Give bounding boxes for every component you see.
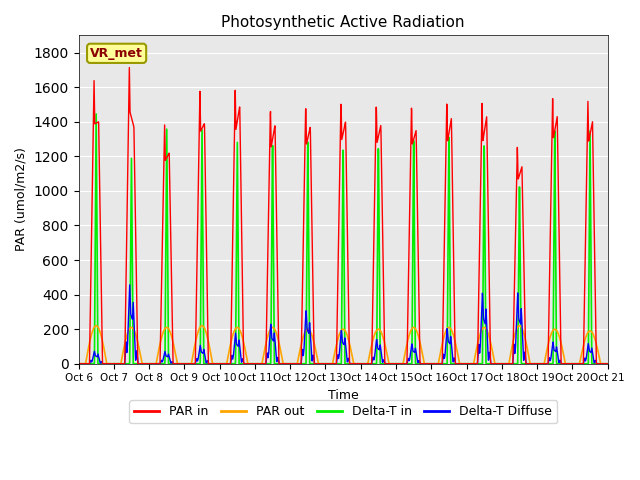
PAR in [166, 219, 174, 225]
PAR in [125, 65, 133, 71]
Line: PAR in: PAR in [79, 68, 608, 364]
PAR out [301, 330, 308, 336]
Title: Photosynthetic Active Radiation: Photosynthetic Active Radiation [221, 15, 465, 30]
Delta-T in [92, 111, 100, 117]
Delta-T in [166, 361, 174, 367]
PAR out [135, 345, 143, 351]
Delta-T Diffuse [604, 361, 612, 367]
PAR out [604, 361, 612, 367]
Line: PAR out: PAR out [79, 326, 608, 364]
PAR out [92, 323, 100, 329]
Delta-T in [536, 361, 544, 367]
Delta-T Diffuse [278, 361, 285, 367]
Delta-T Diffuse [536, 361, 544, 367]
Delta-T in [278, 361, 285, 367]
PAR in [301, 167, 308, 173]
Delta-T in [594, 361, 602, 367]
Delta-T in [135, 361, 143, 367]
Delta-T Diffuse [135, 361, 143, 367]
Y-axis label: PAR (umol/m2/s): PAR (umol/m2/s) [15, 147, 28, 252]
PAR out [594, 346, 602, 352]
PAR in [75, 361, 83, 367]
Delta-T Diffuse [594, 361, 602, 367]
Delta-T Diffuse [75, 361, 83, 367]
PAR in [135, 361, 143, 367]
PAR out [75, 361, 83, 367]
Delta-T Diffuse [301, 336, 308, 341]
PAR out [166, 330, 174, 336]
Line: Delta-T Diffuse: Delta-T Diffuse [79, 285, 608, 364]
Delta-T Diffuse [126, 282, 134, 288]
Delta-T in [301, 361, 308, 367]
PAR in [594, 361, 602, 367]
PAR in [536, 361, 544, 367]
Text: VR_met: VR_met [90, 47, 143, 60]
X-axis label: Time: Time [328, 389, 358, 402]
Line: Delta-T in: Delta-T in [79, 114, 608, 364]
Delta-T in [75, 361, 83, 367]
PAR out [278, 353, 285, 359]
Legend: PAR in, PAR out, Delta-T in, Delta-T Diffuse: PAR in, PAR out, Delta-T in, Delta-T Dif… [129, 400, 557, 423]
PAR out [536, 361, 544, 367]
PAR in [278, 361, 285, 367]
Delta-T in [604, 361, 612, 367]
PAR in [604, 361, 612, 367]
Delta-T Diffuse [166, 359, 174, 365]
